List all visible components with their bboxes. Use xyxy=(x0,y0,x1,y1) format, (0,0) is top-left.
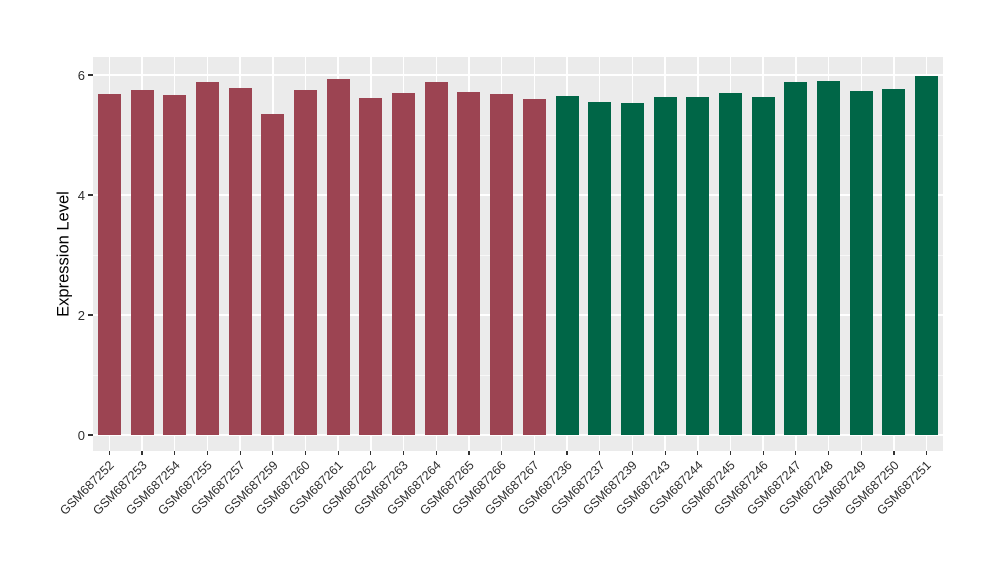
bar-GSM687263 xyxy=(392,93,416,435)
bar-GSM687265 xyxy=(457,91,481,435)
bar-GSM687253 xyxy=(130,90,154,435)
y-tick-label: 4 xyxy=(77,187,85,203)
x-tick-mark xyxy=(337,451,339,455)
bar-GSM687266 xyxy=(490,93,514,435)
x-tick-mark xyxy=(599,451,601,455)
x-tick-mark xyxy=(370,451,372,455)
x-tick-mark xyxy=(272,451,274,455)
x-tick-mark xyxy=(402,451,405,455)
bar-GSM687261 xyxy=(326,79,350,435)
x-tick-mark xyxy=(762,451,764,455)
x-tick-mark xyxy=(206,451,208,455)
x-tick-mark xyxy=(501,451,503,455)
bar-GSM687255 xyxy=(195,82,219,435)
y-tick-mark xyxy=(88,314,93,316)
bar-GSM687252 xyxy=(97,94,121,435)
x-tick-mark xyxy=(827,451,830,455)
x-tick-mark xyxy=(631,451,633,455)
gridline-major xyxy=(93,74,943,76)
x-tick-mark xyxy=(533,451,535,455)
y-tick-mark xyxy=(88,74,93,76)
x-tick-mark xyxy=(435,451,437,455)
bar-GSM687250 xyxy=(882,88,906,435)
x-tick-mark xyxy=(893,451,895,455)
bar-GSM687248 xyxy=(817,81,841,435)
x-tick-mark xyxy=(174,451,176,455)
y-axis-title: Expression Level xyxy=(54,191,73,317)
x-tick-mark xyxy=(304,451,307,455)
bar-GSM687249 xyxy=(849,91,873,435)
bar-GSM687237 xyxy=(588,102,612,435)
bar-GSM687244 xyxy=(686,97,710,435)
bar-GSM687236 xyxy=(555,96,579,435)
x-tick-mark xyxy=(926,451,928,455)
bar-GSM687246 xyxy=(751,96,775,435)
gridline-major xyxy=(93,314,943,316)
x-tick-mark xyxy=(860,451,862,455)
x-tick-mark xyxy=(729,451,732,455)
x-tick-mark xyxy=(108,451,110,455)
gridline-minor xyxy=(93,135,943,136)
x-tick-mark xyxy=(239,451,241,455)
bar-GSM687260 xyxy=(294,90,317,435)
y-tick-mark xyxy=(88,434,93,436)
bar-GSM687264 xyxy=(424,82,448,435)
bar-GSM687257 xyxy=(228,88,252,435)
gridline-minor xyxy=(93,255,943,256)
bar-GSM687251 xyxy=(915,75,939,435)
x-tick-mark xyxy=(795,451,797,455)
x-tick-mark xyxy=(697,451,699,455)
bar-GSM687239 xyxy=(620,103,644,435)
bar-GSM687245 xyxy=(719,93,742,435)
plot-panel xyxy=(93,57,943,451)
y-tick-label: 0 xyxy=(77,427,85,443)
x-tick-mark xyxy=(566,451,568,455)
bar-GSM687254 xyxy=(163,94,187,435)
bar-GSM687247 xyxy=(784,82,808,435)
y-tick-label: 6 xyxy=(77,67,85,83)
gridline-major xyxy=(93,194,943,196)
gridline-minor xyxy=(93,375,943,376)
bar-GSM687243 xyxy=(653,97,677,435)
bar-GSM687259 xyxy=(261,114,285,435)
x-tick-mark xyxy=(141,451,143,455)
x-tick-mark xyxy=(664,451,666,455)
y-tick-label: 2 xyxy=(77,307,85,323)
bar-GSM687262 xyxy=(359,97,383,435)
x-tick-mark xyxy=(468,451,470,455)
y-tick-mark xyxy=(88,194,93,196)
gridline-major xyxy=(93,434,943,436)
bar-GSM687267 xyxy=(522,99,546,435)
